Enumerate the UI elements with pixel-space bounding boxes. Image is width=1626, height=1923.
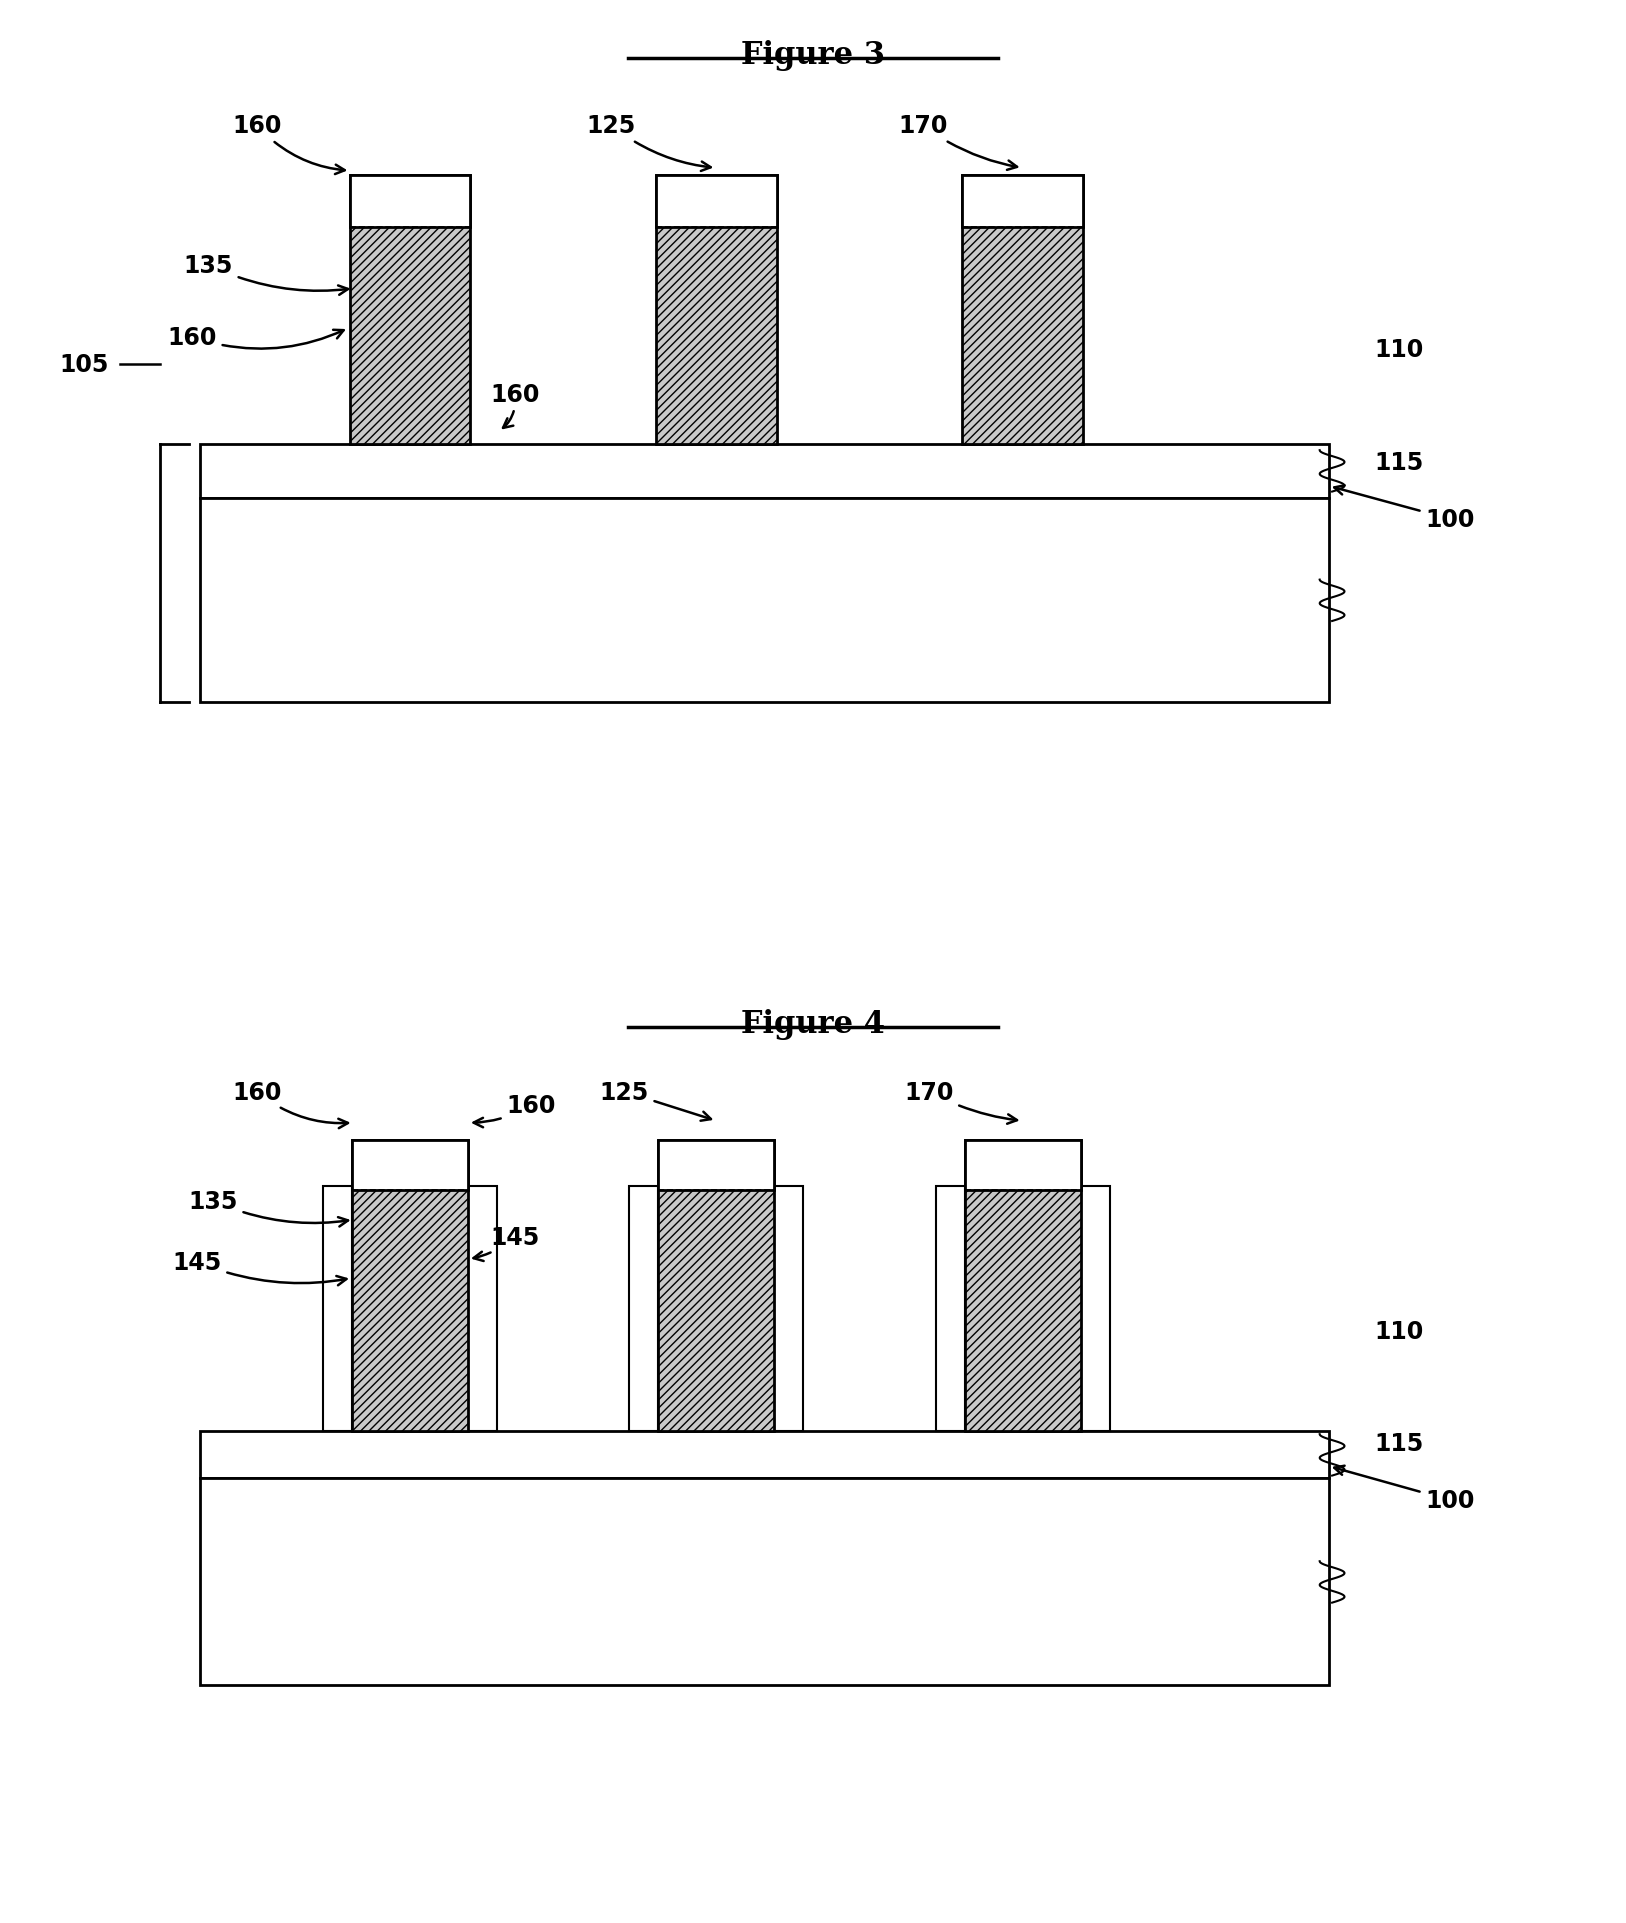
Bar <box>468 1186 498 1431</box>
Bar <box>200 1479 1328 1686</box>
Text: 100: 100 <box>1335 1465 1475 1511</box>
Text: 160: 160 <box>473 1092 556 1127</box>
Bar <box>655 177 777 229</box>
Bar <box>1081 1186 1109 1431</box>
Bar <box>350 177 470 229</box>
Bar <box>964 1140 1081 1431</box>
Text: 100: 100 <box>1335 487 1475 531</box>
Bar <box>963 177 1083 229</box>
Text: 170: 170 <box>904 1081 1016 1125</box>
Text: Figure 3: Figure 3 <box>741 40 885 71</box>
Bar <box>351 1140 468 1190</box>
Text: 115: 115 <box>1374 452 1423 475</box>
Text: 170: 170 <box>898 113 1018 171</box>
Bar <box>655 177 777 444</box>
Text: 135: 135 <box>184 254 348 296</box>
Bar <box>200 1431 1328 1479</box>
Text: 125: 125 <box>600 1081 711 1121</box>
Text: Figure 4: Figure 4 <box>741 1008 885 1038</box>
Text: 160: 160 <box>233 113 345 175</box>
Text: 115: 115 <box>1374 1431 1423 1456</box>
Bar <box>350 177 470 444</box>
Text: 145: 145 <box>172 1250 346 1286</box>
Bar <box>629 1186 659 1431</box>
Text: 110: 110 <box>1374 1319 1423 1342</box>
Text: 145: 145 <box>473 1225 540 1261</box>
Text: 160: 160 <box>167 327 343 350</box>
Text: 160: 160 <box>489 383 540 429</box>
Bar <box>200 498 1328 704</box>
Bar <box>935 1186 964 1431</box>
Bar <box>351 1140 468 1431</box>
Text: 135: 135 <box>189 1188 348 1227</box>
Text: 125: 125 <box>587 113 711 171</box>
Text: 105: 105 <box>60 352 109 377</box>
Bar <box>774 1186 803 1431</box>
Bar <box>324 1186 351 1431</box>
Text: 110: 110 <box>1374 338 1423 362</box>
Text: 160: 160 <box>233 1081 348 1129</box>
Bar <box>964 1140 1081 1190</box>
Bar <box>659 1140 774 1431</box>
Bar <box>963 177 1083 444</box>
Bar <box>200 444 1328 498</box>
Bar <box>659 1140 774 1190</box>
